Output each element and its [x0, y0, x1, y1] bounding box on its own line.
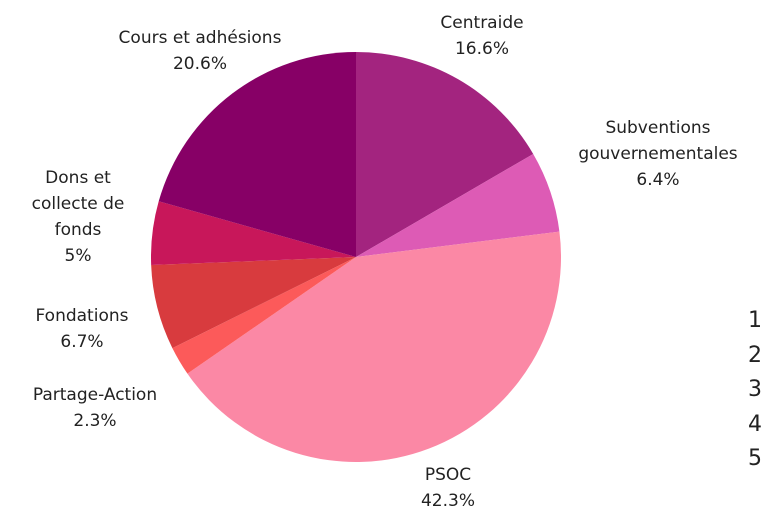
- pie-slice: [151, 201, 356, 266]
- slice-label: Cours et adhésions 20.6%: [70, 25, 330, 77]
- value-label: 20.6%: [172, 54, 227, 74]
- value-label: 6.4%: [636, 170, 680, 190]
- value-label: 6.7%: [60, 332, 104, 352]
- slice-label: Fondations 6.7%: [12, 303, 152, 355]
- pie-slice: [187, 231, 562, 463]
- category-label: Cours et adhésions: [118, 28, 282, 48]
- pie-slice: [356, 153, 560, 257]
- slice-label: Subventions gouvernementales 6.4%: [566, 115, 751, 193]
- slice-label: Centraide 16.6%: [412, 10, 552, 62]
- category-label: PSOC: [424, 465, 472, 485]
- pie-slice: [172, 257, 356, 374]
- value-label: 2.3%: [73, 411, 117, 431]
- list-marker: 5: [748, 446, 762, 471]
- list-marker: 1: [748, 308, 762, 333]
- list-marker: 4: [748, 411, 762, 437]
- category-label: Partage-Action: [32, 385, 158, 405]
- category-label: Centraide: [440, 13, 524, 33]
- category-label: Subventions gouvernementales: [578, 118, 738, 164]
- pie-slice: [151, 257, 356, 349]
- value-label: 16.6%: [454, 39, 509, 59]
- list-marker: 3: [748, 377, 762, 402]
- pie-slice: [158, 52, 356, 257]
- value-label: 5%: [64, 246, 92, 266]
- slice-label: PSOC 42.3%: [388, 462, 508, 514]
- list-marker: 2: [748, 342, 762, 368]
- slice-label: Dons et collecte de fonds 5%: [28, 165, 128, 269]
- pie-slice: [356, 52, 534, 257]
- value-label: 42.3%: [420, 491, 475, 511]
- category-label: Fondations: [35, 306, 129, 326]
- slice-label: Partage-Action 2.3%: [0, 382, 190, 434]
- category-label: Dons et collecte de fonds: [31, 168, 125, 240]
